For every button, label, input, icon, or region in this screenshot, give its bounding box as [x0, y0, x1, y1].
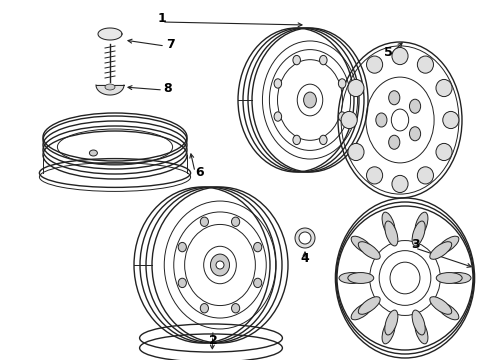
- Ellipse shape: [319, 55, 327, 65]
- Ellipse shape: [348, 80, 364, 96]
- Ellipse shape: [367, 56, 383, 73]
- Ellipse shape: [415, 319, 428, 344]
- Ellipse shape: [274, 112, 282, 121]
- Ellipse shape: [293, 135, 300, 145]
- Ellipse shape: [392, 48, 408, 65]
- Ellipse shape: [341, 112, 357, 129]
- Ellipse shape: [389, 91, 400, 105]
- Ellipse shape: [254, 278, 262, 288]
- Ellipse shape: [436, 80, 452, 96]
- Ellipse shape: [339, 79, 346, 88]
- Ellipse shape: [417, 167, 434, 184]
- Ellipse shape: [348, 143, 364, 161]
- Ellipse shape: [299, 232, 311, 244]
- Ellipse shape: [437, 236, 459, 254]
- Polygon shape: [98, 28, 122, 40]
- Ellipse shape: [351, 236, 373, 254]
- Text: 1: 1: [158, 12, 167, 24]
- Text: 2: 2: [209, 333, 218, 346]
- Ellipse shape: [89, 150, 98, 156]
- Ellipse shape: [445, 273, 471, 283]
- Ellipse shape: [385, 310, 398, 335]
- Text: 7: 7: [166, 37, 174, 50]
- Ellipse shape: [339, 112, 346, 121]
- Text: 8: 8: [164, 81, 172, 95]
- Ellipse shape: [293, 55, 300, 65]
- Polygon shape: [96, 85, 124, 95]
- Ellipse shape: [376, 113, 387, 127]
- Ellipse shape: [417, 56, 434, 73]
- Ellipse shape: [178, 278, 186, 288]
- Ellipse shape: [382, 212, 395, 237]
- Ellipse shape: [437, 302, 459, 320]
- Ellipse shape: [430, 242, 452, 259]
- Ellipse shape: [178, 242, 186, 252]
- Ellipse shape: [410, 127, 420, 141]
- Text: 6: 6: [196, 166, 204, 179]
- Ellipse shape: [358, 242, 380, 259]
- Ellipse shape: [319, 135, 327, 145]
- Ellipse shape: [232, 303, 240, 313]
- Ellipse shape: [232, 217, 240, 226]
- Ellipse shape: [430, 297, 452, 314]
- Ellipse shape: [200, 217, 208, 226]
- Ellipse shape: [415, 212, 428, 237]
- Ellipse shape: [412, 221, 425, 246]
- Ellipse shape: [385, 221, 398, 246]
- Ellipse shape: [443, 112, 459, 129]
- Ellipse shape: [392, 175, 408, 193]
- Ellipse shape: [436, 143, 452, 161]
- Ellipse shape: [254, 242, 262, 252]
- Ellipse shape: [216, 261, 224, 269]
- Text: 3: 3: [411, 238, 419, 251]
- Ellipse shape: [295, 228, 315, 248]
- Ellipse shape: [304, 92, 317, 108]
- Ellipse shape: [389, 135, 400, 149]
- Ellipse shape: [358, 297, 380, 314]
- Ellipse shape: [274, 79, 282, 88]
- Ellipse shape: [382, 319, 395, 344]
- Ellipse shape: [436, 273, 462, 283]
- Ellipse shape: [105, 84, 115, 90]
- Ellipse shape: [412, 310, 425, 335]
- Ellipse shape: [339, 273, 365, 283]
- Text: 4: 4: [301, 252, 309, 265]
- Ellipse shape: [410, 99, 420, 113]
- Ellipse shape: [211, 254, 229, 276]
- Ellipse shape: [348, 273, 374, 283]
- Ellipse shape: [367, 167, 383, 184]
- Text: 5: 5: [384, 45, 392, 59]
- Ellipse shape: [351, 302, 373, 320]
- Ellipse shape: [200, 303, 208, 313]
